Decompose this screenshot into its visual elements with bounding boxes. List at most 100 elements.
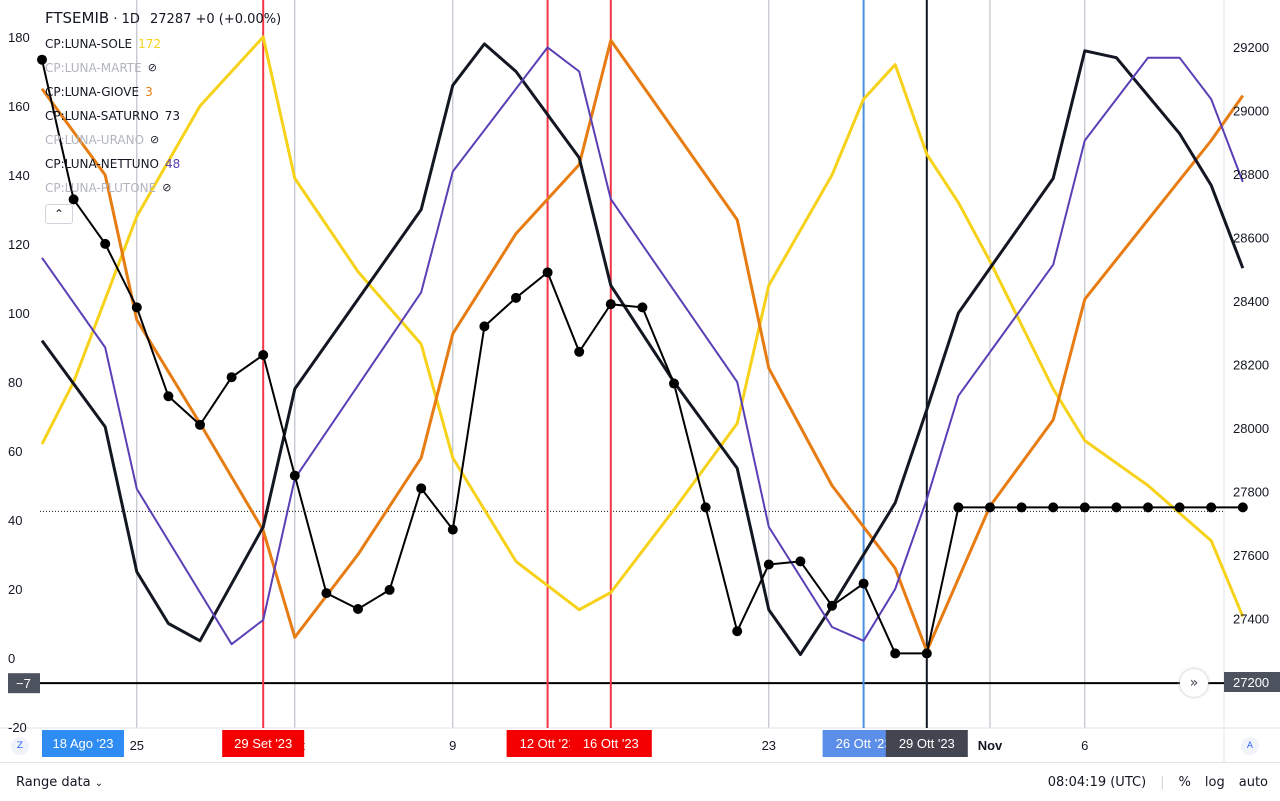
left-axis-tick-label: 0 bbox=[8, 651, 15, 666]
data-point bbox=[68, 194, 79, 205]
eye-crossed-icon[interactable]: ⊘ bbox=[162, 181, 172, 194]
legend-items: CP:LUNA-SOLE 172 CP:LUNA-MARTE ⊘ CP:LUNA-GIO… bbox=[45, 32, 281, 200]
data-point bbox=[321, 588, 332, 599]
log-toggle[interactable]: log bbox=[1204, 774, 1225, 790]
legend-item-value: 73 bbox=[164, 109, 181, 123]
legend-item[interactable]: CP:LUNA-PLUTONE ⊘ bbox=[45, 176, 281, 200]
left-axis-tick-label: 100 bbox=[8, 306, 30, 321]
right-axis-tick-label: 27800 bbox=[1233, 485, 1269, 500]
x-axis-badge-label: 29 Ott '23 bbox=[899, 736, 955, 751]
series-line bbox=[41, 46, 1244, 646]
data-point bbox=[605, 299, 616, 310]
right-axis-tick-label: 29000 bbox=[1233, 104, 1269, 119]
data-point bbox=[37, 54, 47, 65]
left-axis-tick-label: 120 bbox=[8, 237, 30, 252]
data-point bbox=[384, 584, 395, 595]
series-line bbox=[40, 35, 1245, 618]
collapse-legend-button[interactable]: ⌃ bbox=[45, 204, 73, 224]
data-point bbox=[1174, 502, 1185, 513]
x-tick-label: Nov bbox=[978, 738, 1003, 753]
legend-item-value: 48 bbox=[165, 157, 181, 171]
left-axis-tick-label: 20 bbox=[8, 582, 22, 597]
legend-item-value: 3 bbox=[145, 85, 153, 99]
right-axis-tick-label: 28600 bbox=[1233, 231, 1269, 246]
data-point bbox=[732, 626, 743, 637]
x-axis-badge-label: 16 Ott '23 bbox=[583, 736, 639, 751]
price-value: 27287 bbox=[150, 12, 192, 27]
data-point bbox=[416, 483, 427, 494]
price-change: +0 (+0.00%) bbox=[195, 12, 282, 27]
data-point bbox=[542, 267, 553, 278]
legend-item[interactable]: CP:LUNA-URANO ⊘ bbox=[45, 128, 281, 152]
data-point bbox=[289, 470, 300, 481]
left-axis-badge-label: −7 bbox=[16, 676, 31, 691]
scroll-to-realtime-button[interactable]: » bbox=[1180, 669, 1208, 697]
symbol-name[interactable]: FTSEMIB bbox=[45, 9, 110, 27]
x-axis-badge-label: 18 Ago '23 bbox=[52, 736, 113, 751]
left-axis-tick-label: 180 bbox=[8, 30, 30, 45]
x-axis-badge-label: 29 Set '23 bbox=[234, 736, 292, 751]
x-tick-label: 23 bbox=[762, 738, 776, 753]
data-point bbox=[953, 502, 964, 513]
auto-toggle[interactable]: auto bbox=[1238, 774, 1268, 790]
data-point bbox=[669, 378, 679, 389]
data-point bbox=[1048, 502, 1059, 513]
plot-background bbox=[40, 0, 1224, 728]
legend-item-label: CP:LUNA-SOLE bbox=[45, 37, 133, 51]
left-axis-tick-label: 60 bbox=[8, 444, 22, 459]
data-point bbox=[1143, 502, 1153, 513]
zoom-reset-button[interactable]: Z bbox=[11, 737, 29, 755]
legend-item-label: CP:LUNA-NETTUNO bbox=[45, 157, 159, 171]
x-axis-badge-label: 12 Ott '23 bbox=[520, 736, 576, 751]
data-point bbox=[827, 600, 837, 611]
auto-scale-button[interactable]: A bbox=[1241, 737, 1259, 755]
right-axis-tick-label: 28200 bbox=[1233, 358, 1269, 373]
double-chevron-right-icon: » bbox=[1189, 675, 1199, 691]
legend-item-label: CP:LUNA-GIOVE bbox=[45, 85, 140, 99]
range-selector[interactable]: Range data ⌄ bbox=[16, 774, 104, 790]
right-axis-tick-label: 27400 bbox=[1233, 612, 1269, 627]
x-tick-label: 25 bbox=[130, 738, 144, 753]
left-axis-badge bbox=[8, 673, 40, 694]
interval-label[interactable]: 1D bbox=[121, 12, 140, 27]
percent-toggle[interactable]: % bbox=[1178, 774, 1191, 790]
data-point bbox=[1079, 502, 1090, 513]
legend-item[interactable]: CP:LUNA-MARTE ⊘ bbox=[45, 56, 281, 80]
data-point bbox=[985, 502, 995, 513]
chart-area[interactable]: 180 160 140 120 100 80 60 40 20 0 -20 29200 29000 288… bbox=[0, 0, 1280, 762]
left-axis-tick-label: 80 bbox=[8, 375, 22, 390]
eye-crossed-icon[interactable]: ⊘ bbox=[147, 61, 157, 74]
data-point bbox=[163, 391, 174, 402]
data-point bbox=[226, 372, 237, 383]
legend-item-label: CP:LUNA-SATURNO bbox=[45, 109, 159, 123]
data-point bbox=[574, 346, 585, 357]
right-axis-tick-label: 28800 bbox=[1233, 167, 1269, 182]
data-point bbox=[195, 419, 205, 430]
x-axis-badge bbox=[222, 730, 305, 757]
left-axis-tick-label: 160 bbox=[8, 99, 30, 114]
data-point bbox=[858, 578, 869, 589]
right-axis-tick-label: 28400 bbox=[1233, 294, 1269, 309]
data-point bbox=[511, 292, 521, 303]
data-point bbox=[131, 302, 142, 313]
clock-time[interactable]: 08:04:19 (UTC) bbox=[1047, 774, 1147, 790]
data-point bbox=[1237, 502, 1248, 513]
legend-item[interactable]: CP:LUNA-NETTUNO 48 bbox=[45, 152, 281, 176]
right-axis-badge-label: 27200 bbox=[1233, 675, 1269, 690]
eye-crossed-icon[interactable]: ⊘ bbox=[150, 133, 160, 146]
left-axis-tick-label: 40 bbox=[8, 513, 22, 528]
data-point bbox=[1111, 502, 1122, 513]
legend-item-label: CP:LUNA-URANO bbox=[45, 133, 145, 147]
data-point bbox=[1016, 502, 1027, 513]
x-axis-badge bbox=[569, 730, 652, 757]
legend-item-label: CP:LUNA-PLUTONE bbox=[45, 181, 157, 195]
legend-title-row: FTSEMIB · 1D 27287 +0 (+0.00%) bbox=[45, 9, 282, 27]
data-point bbox=[890, 648, 901, 659]
x-axis-badge-label: 26 Ott '23 bbox=[836, 736, 892, 751]
legend-item[interactable]: CP:LUNA-SATURNO 73 bbox=[45, 104, 281, 128]
legend-item[interactable]: CP:LUNA-SOLE 172 bbox=[45, 32, 281, 56]
legend-item[interactable]: CP:LUNA-GIOVE 3 bbox=[45, 80, 281, 104]
data-point bbox=[479, 321, 490, 332]
bottom-toolbar: Range data ⌄ 08:04:19 (UTC) | % log auto bbox=[0, 762, 1280, 801]
x-tick-label: 6 bbox=[1081, 738, 1088, 753]
